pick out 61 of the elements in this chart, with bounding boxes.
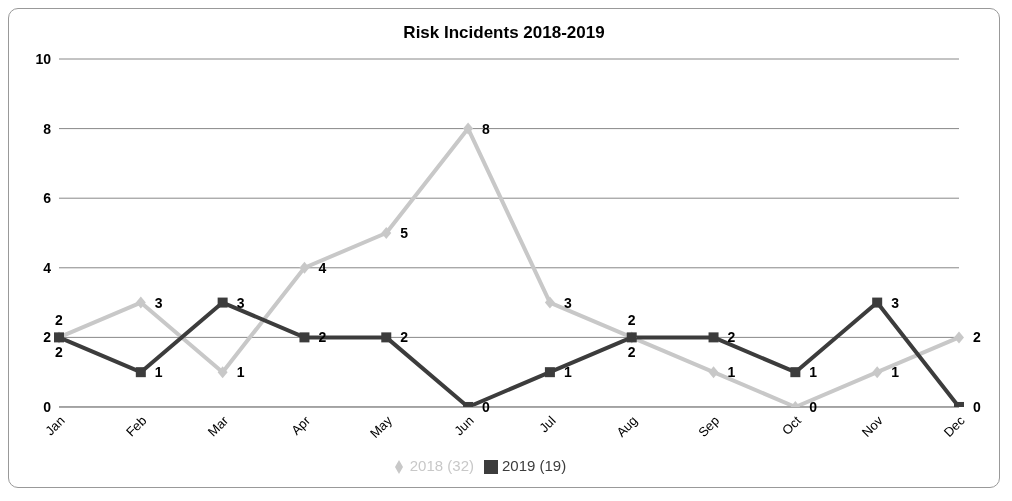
y-tick-label: 2	[43, 329, 52, 346]
point	[954, 331, 964, 344]
data-label: 0	[482, 398, 491, 415]
point	[544, 367, 555, 378]
point	[381, 332, 392, 343]
data-label: 3	[891, 294, 900, 311]
data-label: 1	[809, 364, 818, 381]
y-tick-label: 8	[43, 120, 52, 137]
data-label: 2	[318, 329, 327, 346]
x-tick-label: Dec	[940, 412, 968, 440]
data-label: 8	[482, 120, 491, 137]
legend-label: 2019 (19)	[502, 456, 567, 474]
data-label: 2	[727, 329, 736, 346]
chart-title: Risk Incidents 2018-2019	[402, 22, 606, 44]
data-label: 2	[400, 329, 409, 346]
point	[135, 296, 146, 309]
data-label: 0	[809, 398, 818, 415]
data-label: 2	[627, 312, 636, 329]
point	[872, 297, 883, 308]
x-tick-label: Mar	[204, 412, 232, 440]
data-label: 2	[627, 344, 636, 361]
point	[381, 226, 392, 239]
point	[463, 122, 474, 135]
point	[872, 366, 883, 379]
x-tick-label: Jun	[451, 413, 477, 439]
x-tick-label: Sep	[695, 413, 723, 440]
data-label: 2	[973, 329, 981, 346]
point	[217, 366, 228, 379]
data-label: 3	[563, 294, 572, 311]
point	[299, 261, 310, 274]
y-tick-label: 6	[43, 190, 52, 207]
x-tick-label: May	[366, 412, 396, 441]
x-tick-label: Oct	[779, 412, 805, 438]
data-label: 1	[154, 364, 163, 381]
y-tick-label: 10	[35, 50, 52, 67]
y-tick-label: 4	[43, 259, 52, 276]
x-tick-label: Jul	[536, 412, 559, 436]
data-label: 5	[400, 224, 409, 241]
x-tick-label: Aug	[613, 413, 641, 440]
point	[135, 367, 146, 378]
x-tick-label: Jan	[42, 413, 68, 439]
data-label: 2	[55, 344, 64, 361]
data-label: 1	[891, 364, 900, 381]
data-label: 2	[55, 312, 64, 329]
point	[217, 297, 228, 308]
data-label: 3	[154, 294, 163, 311]
data-label: 3	[236, 294, 245, 311]
data-label: 1	[727, 364, 736, 381]
data-label: 1	[236, 364, 245, 381]
point	[544, 296, 555, 309]
x-tick-label: Nov	[858, 412, 887, 440]
y-tick-label: 0	[43, 398, 52, 415]
data-label: 1	[563, 364, 572, 381]
point	[708, 332, 719, 343]
point	[708, 366, 719, 379]
point	[790, 367, 801, 378]
point	[299, 332, 310, 343]
data-label: 0	[973, 398, 981, 415]
x-tick-label: Apr	[288, 412, 314, 438]
x-tick-label: Feb	[123, 413, 150, 440]
data-label: 4	[318, 259, 327, 276]
